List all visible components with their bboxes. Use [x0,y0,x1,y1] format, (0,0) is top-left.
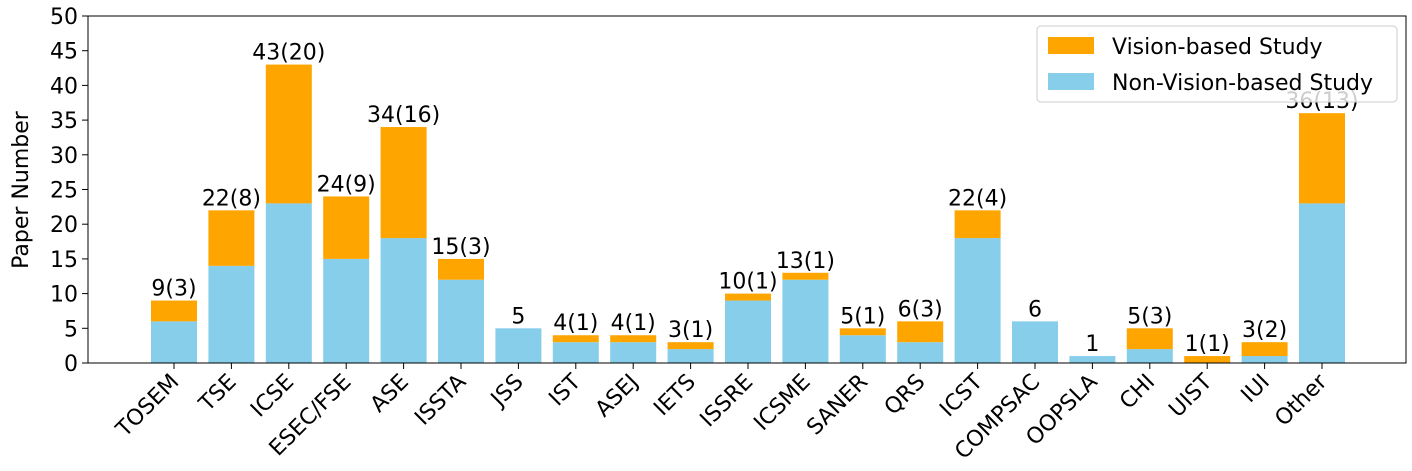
legend-swatch [1048,37,1094,54]
x-tick-label: SANER [802,370,873,441]
bar-label: 43(20) [252,41,325,66]
x-tick-label: TOSEM [111,370,184,443]
legend-label: Vision-based Study [1112,35,1323,60]
bar-segment [151,300,197,322]
x-tick-label: Other [1270,369,1333,432]
bar-segment [954,210,1001,239]
bar-segment [1299,113,1345,204]
x-tick-label: ISSTA [410,370,471,431]
x-tick-label: ICST [935,369,988,422]
bar-segment [323,196,370,259]
x-tick-label: ISSRE [696,370,759,433]
bar-label: 4(1) [611,311,656,336]
bar-label: 34(16) [367,103,440,128]
bar-segment [1299,203,1345,363]
bar-segment [725,300,771,363]
x-tick-label: TSE [194,370,242,418]
bar-segment [265,203,312,363]
legend-label: Non-Vision-based Study [1112,71,1373,96]
bar-segment [208,265,255,363]
bar-segment [208,210,255,266]
bar-label: 24(9) [317,172,376,197]
bar-segment [323,258,370,363]
bar-segment [438,279,484,363]
bar-label: 10(1) [718,270,777,295]
x-tick-label: UIST [1164,369,1217,422]
y-axis-label: Paper Number [9,110,34,269]
bar-label: 3(1) [668,318,713,343]
bar-label: 9(3) [151,277,196,302]
bar-label: 5 [511,304,525,329]
x-tick-label: IUI [1237,370,1275,408]
bar-segment [954,238,1001,363]
bar-segment [1126,328,1173,350]
bar-label: 1 [1085,332,1099,357]
bar-segment [495,328,542,363]
bar-segment [897,342,944,363]
y-tick-label: 35 [50,109,78,134]
bar-segment [1126,349,1173,363]
bar-label: 6 [1028,297,1042,322]
bar-segment [1012,321,1058,363]
y-tick-label: 5 [64,317,78,342]
bar-segment [1241,356,1288,363]
y-tick-label: 25 [50,179,78,204]
bar-segment [610,335,657,343]
bar-label: 22(4) [948,186,1007,211]
y-tick-label: 20 [50,213,78,238]
y-tick-label: 10 [50,283,78,308]
bar-label: 6(3) [898,297,943,322]
bar-label: 13(1) [776,249,835,274]
y-tick-label: 40 [50,74,78,99]
bar-segment [552,342,599,363]
y-tick-label: 30 [50,144,78,169]
bar-segment [782,279,829,363]
bar-label: 5(1) [840,304,885,329]
x-tick-label: IETS [649,370,700,421]
bar-segment [552,335,599,343]
bar-segment [265,64,312,204]
bar-segment [667,342,714,350]
legend-swatch [1048,73,1094,90]
bar-label: 3(2) [1242,318,1287,343]
bar-label: 15(3) [431,235,490,260]
legend-box [1036,25,1398,103]
bar-segment [897,321,944,343]
bar-label: 4(1) [553,311,598,336]
x-tick-label: ICSE [246,370,299,423]
bar-segment [1184,356,1231,363]
y-tick-label: 0 [64,352,78,377]
bar-label: 5(3) [1127,304,1172,329]
y-tick-label: 15 [50,248,78,273]
plot-frame [87,15,1407,364]
bar-segment [1069,356,1116,363]
y-tick-label: 50 [50,5,78,30]
bar-segment [380,238,427,363]
bar-label: 22(8) [202,186,261,211]
bar-segment [725,293,771,301]
x-tick-label: ASE [366,370,414,418]
bar-segment [782,272,829,280]
x-tick-label: IST [544,369,586,411]
x-tick-label: CHI [1115,370,1160,415]
bar-label: 1(1) [1185,332,1230,357]
x-tick-label: JSS [485,370,528,413]
bar-segment [438,258,484,280]
x-tick-label: QRS [880,370,931,421]
bar-segment [380,127,427,239]
y-tick-label: 45 [50,40,78,65]
bar-segment [667,349,714,363]
x-tick-label: ASEJ [591,370,644,423]
bar-segment [1241,342,1288,357]
bar-segment [839,328,886,336]
legend: Vision-based Study Non-Vision-based Study [1036,25,1398,103]
bar-segment [839,335,886,363]
bar-segment [610,342,657,363]
bar-segment [151,321,197,363]
